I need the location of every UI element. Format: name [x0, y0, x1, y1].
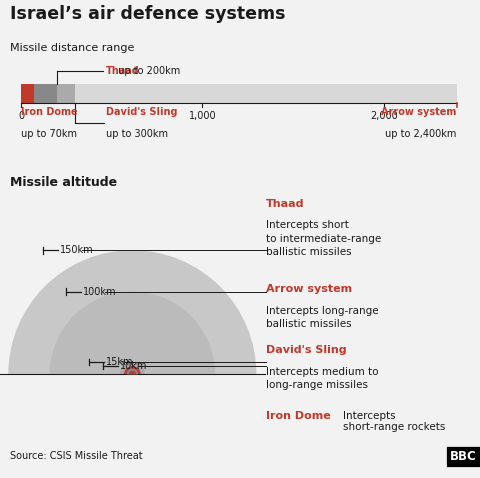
- Bar: [21, 84, 456, 103]
- Text: BBC: BBC: [450, 450, 477, 463]
- Text: David's Sling: David's Sling: [266, 345, 347, 355]
- Text: Iron Dome: Iron Dome: [266, 411, 331, 421]
- Text: 10km: 10km: [120, 361, 147, 371]
- Wedge shape: [124, 366, 141, 374]
- Text: 0: 0: [18, 111, 24, 121]
- Bar: [21, 84, 34, 103]
- Text: Missile distance range: Missile distance range: [10, 43, 134, 53]
- Text: Missile altitude: Missile altitude: [10, 176, 117, 189]
- Text: 15km: 15km: [106, 357, 133, 367]
- Text: Arrow system: Arrow system: [266, 284, 352, 294]
- Text: Intercepts long-range
ballistic missiles: Intercepts long-range ballistic missiles: [266, 306, 378, 329]
- Wedge shape: [8, 250, 256, 374]
- Wedge shape: [127, 369, 138, 374]
- Text: up to 300km: up to 300km: [106, 129, 168, 139]
- Text: 100km: 100km: [83, 287, 116, 296]
- Text: 150km: 150km: [60, 245, 93, 255]
- Wedge shape: [120, 362, 145, 374]
- Text: Arrow system: Arrow system: [381, 108, 456, 118]
- Text: Source: CSIS Missile Threat: Source: CSIS Missile Threat: [10, 452, 142, 461]
- Text: Intercepts short
to intermediate-range
ballistic missiles: Intercepts short to intermediate-range b…: [266, 220, 381, 257]
- Wedge shape: [49, 292, 215, 374]
- Text: Intercepts medium to
long-range missiles: Intercepts medium to long-range missiles: [266, 367, 378, 390]
- Text: David's Sling: David's Sling: [106, 108, 178, 118]
- Wedge shape: [129, 370, 136, 374]
- Text: Intercepts
short-range rockets: Intercepts short-range rockets: [343, 411, 445, 432]
- Text: 2,000: 2,000: [370, 111, 398, 121]
- Text: Israel’s air defence systems: Israel’s air defence systems: [10, 5, 285, 23]
- Bar: [21, 84, 57, 103]
- Text: up to 70km: up to 70km: [22, 129, 77, 139]
- Text: Thaad: Thaad: [266, 198, 304, 208]
- Text: up to 2,400km: up to 2,400km: [385, 129, 456, 139]
- Text: Iron Dome: Iron Dome: [22, 108, 78, 118]
- Bar: [21, 84, 75, 103]
- Text: Thaad: Thaad: [106, 66, 139, 76]
- Text: up to 200km: up to 200km: [115, 66, 180, 76]
- Text: 1,000: 1,000: [189, 111, 216, 121]
